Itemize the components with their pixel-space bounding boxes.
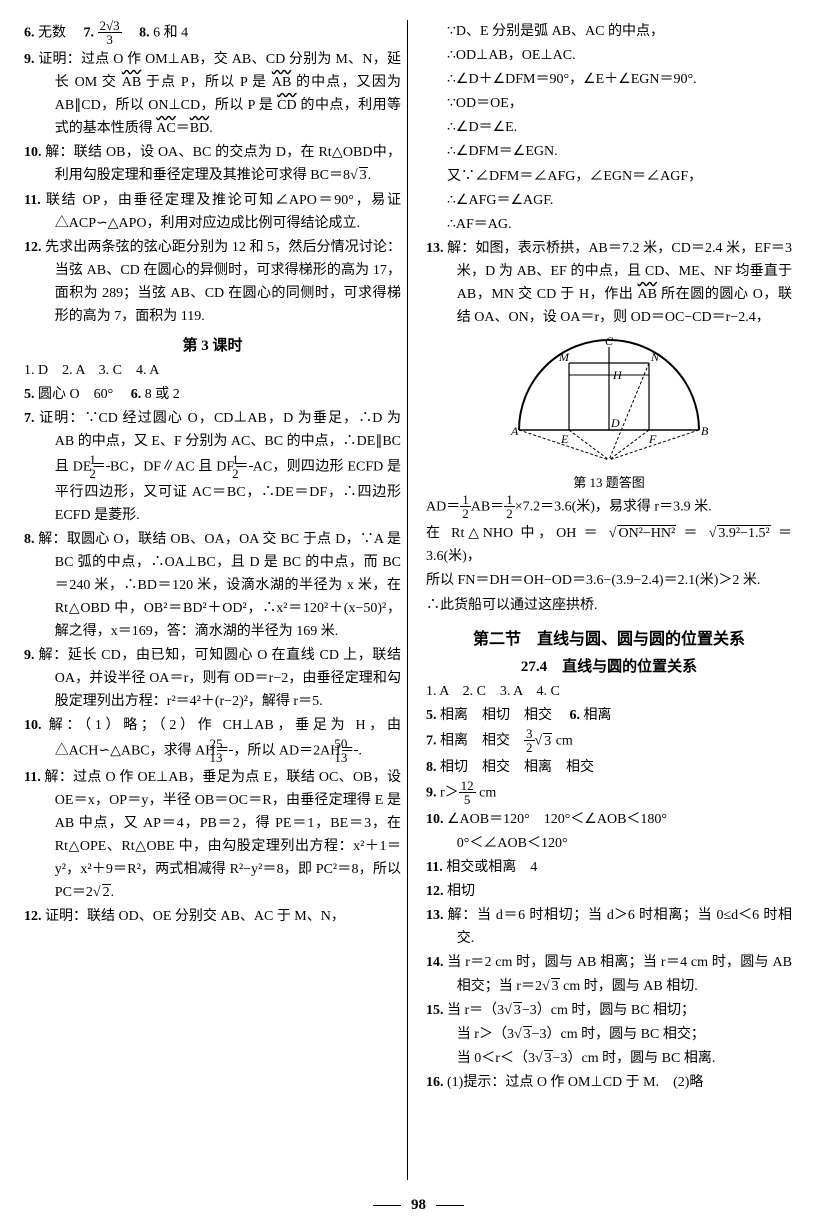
svg-text:E: E — [560, 432, 569, 446]
s274-q10b: 0°＜∠AOB＜120° — [426, 832, 792, 855]
figure-13-caption: 第 13 题答图 — [426, 472, 792, 491]
s274-q1-4: 1. A 2. C 3. A 4. C — [426, 680, 792, 703]
r-line-h: ∴∠AFG＝∠AGF. — [426, 189, 792, 212]
s274-q15c: 当 0＜r＜（3√3−3）cm 时，圆与 BC 相离. — [426, 1047, 792, 1070]
r-line-c: ∴∠D＋∠DFM＝90°，∠E＋∠EGN＝90°. — [426, 68, 792, 91]
svg-text:M: M — [558, 350, 570, 364]
s274-q16: 16. (1)提示：过点 O 作 OM⊥CD 于 M. (2)略 — [426, 1071, 792, 1094]
heading-lesson3: 第 3 课时 — [24, 334, 401, 355]
svg-text:D: D — [610, 416, 620, 430]
left-column: 6. 无数 7. 2√33 8. 6 和 4 9. 证明：过点 O 作 OM⊥A… — [18, 20, 408, 1180]
page-content: 6. 无数 7. 2√33 8. 6 和 4 9. 证明：过点 O 作 OM⊥A… — [0, 0, 837, 1180]
r-q13: 13. 解：如图，表示桥拱，AB＝7.2 米，CD＝2.4 米，EF＝3 米，D… — [426, 237, 792, 329]
svg-text:C: C — [605, 335, 614, 348]
r-q13c: AD＝12AB＝12×7.2＝3.6(米)，易求得 r＝3.9 米. — [426, 494, 792, 521]
q9: 9. 证明：过点 O 作 OM⊥AB，交 AB、CD 分别为 M、N，延长 OM… — [24, 48, 401, 140]
r-line-d: ∵OD＝OE， — [426, 92, 792, 115]
r-line-i: ∴AF＝AG. — [426, 213, 792, 236]
l3-q5-6: 5. 圆心 O 60° 6. 8 或 2 — [24, 383, 401, 406]
r-q13f: 在 Rt△NHO 中，OH ＝ √ON²−HN² ＝ √3.9²−1.5² ＝ … — [426, 522, 792, 568]
l3-q11: 11. 解：过点 O 作 OE⊥AB，垂足为点 E，联结 OC、OB，设 OE＝… — [24, 766, 401, 905]
s274-q9: 9. r＞125 cm — [426, 780, 792, 807]
r-q13h: 所以 FN＝DH＝OH−OD＝3.6−(3.9−2.4)＝2.1(米)＞2 米. — [426, 569, 792, 592]
s274-q11: 11. 相交或相离 4 — [426, 856, 792, 879]
svg-text:O: O — [603, 462, 612, 465]
l3-q9: 9. 解：延长 CD，由已知，可知圆心 O 在直线 CD 上，联结 OA，并设半… — [24, 644, 401, 713]
page-number: 98 — [411, 1197, 426, 1213]
l3-q1-4: 1. D 2. A 3. C 4. A — [24, 359, 401, 382]
svg-text:H: H — [612, 368, 623, 382]
l3-q7: 7. 证明：∵CD 经过圆心 O，CD⊥AB，D 为垂足，∴D 为 AB 的中点… — [24, 407, 401, 526]
heading-27-4: 27.4 直线与圆的位置关系 — [426, 655, 792, 676]
right-column: ∵D、E 分别是弧 AB、AC 的中点， ∴OD⊥AB，OE⊥AC. ∴∠D＋∠… — [408, 20, 798, 1180]
s274-q12: 12. 相切 — [426, 880, 792, 903]
s274-q8: 8. 相切 相交 相离 相交 — [426, 756, 792, 779]
l3-q8: 8. 解：取圆心 O，联结 OB、OA，OA 交 BC 于点 D，∵A 是 BC… — [24, 528, 401, 643]
figure-13: A B C M N H E D F O — [426, 335, 792, 470]
s274-q15: 15. 当 r＝（3√3−3）cm 时，圆与 BC 相切； — [426, 999, 792, 1022]
l3-q12: 12. 证明：联结 OD、OE 分别交 AB、AC 于 M、N， — [24, 905, 401, 928]
s274-q15b: 当 r＞（3√3−3）cm 时，圆与 BC 相交； — [426, 1023, 792, 1046]
s274-q10: 10. ∠AOB＝120° 120°＜∠AOB＜180° — [426, 808, 792, 831]
r-line-f: ∴∠DFM＝∠EGN. — [426, 140, 792, 163]
r-line-g: 又∵∠DFM＝∠AFG，∠EGN＝∠AGF， — [426, 165, 792, 188]
s274-q13: 13. 解：当 d＝6 时相切；当 d＞6 时相离；当 0≤d＜6 时相交. — [426, 904, 792, 950]
r-line-e: ∴∠D＝∠E. — [426, 116, 792, 139]
r-line-a: ∵D、E 分别是弧 AB、AC 的中点， — [426, 20, 792, 43]
l3-q10: 10. 解：（1）略；（2）作 CH⊥AB，垂足为 H，由 △ACH∽△ABC，… — [24, 714, 401, 764]
footer-line-right — [436, 1205, 464, 1206]
heading-section2: 第二节 直线与圆、圆与圆的位置关系 — [426, 625, 792, 649]
r-q13i: ∴此货船可以通过这座拱桥. — [426, 594, 792, 617]
svg-text:B: B — [701, 424, 709, 438]
svg-text:A: A — [510, 424, 519, 438]
page-footer: 98 — [0, 1197, 837, 1214]
arch-diagram-svg: A B C M N H E D F O — [499, 335, 719, 465]
s274-q14: 14. 当 r＝2 cm 时，圆与 AB 相离；当 r＝4 cm 时，圆与 AB… — [426, 951, 792, 997]
svg-text:N: N — [650, 350, 660, 364]
q6-8: 6. 无数 7. 2√33 8. 6 和 4 — [24, 20, 401, 47]
q11: 11. 联结 OP，由垂径定理及推论可知∠APO＝90°，易证△ACP∽△APO… — [24, 189, 401, 235]
q10: 10. 解：联结 OB，设 OA、BC 的交点为 D，在 Rt△OBD中，利用勾… — [24, 141, 401, 187]
q12: 12. 先求出两条弦的弦心距分别为 12 和 5，然后分情况讨论：当弦 AB、C… — [24, 236, 401, 328]
s274-q5-6: 5. 相离 相切 相交 6. 相离 — [426, 704, 792, 727]
svg-text:F: F — [648, 432, 657, 446]
r-line-b: ∴OD⊥AB，OE⊥AC. — [426, 44, 792, 67]
s274-q7: 7. 相离 相交 32√3 cm — [426, 728, 792, 755]
footer-line-left — [373, 1205, 401, 1206]
